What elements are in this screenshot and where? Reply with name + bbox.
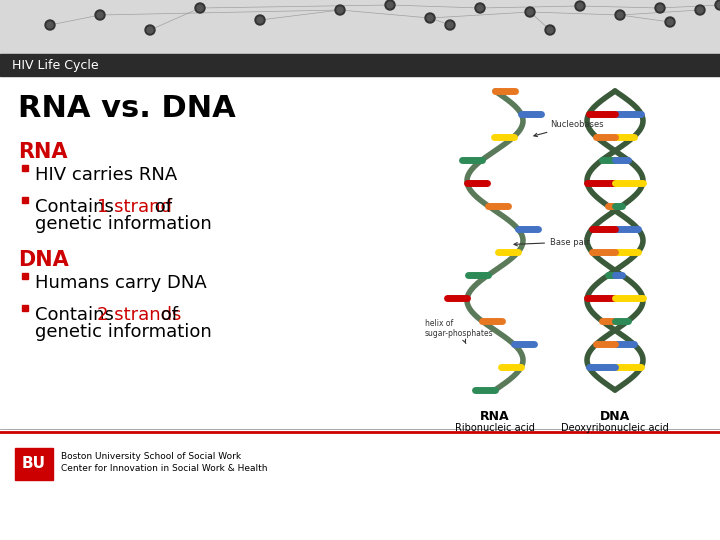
Bar bbox=[0, 54, 720, 76]
Text: 2 strands: 2 strands bbox=[97, 306, 181, 324]
Circle shape bbox=[425, 13, 435, 23]
Text: DNA: DNA bbox=[600, 410, 630, 423]
Circle shape bbox=[667, 19, 673, 25]
Text: RNA vs. DNA: RNA vs. DNA bbox=[18, 94, 235, 123]
Circle shape bbox=[445, 20, 455, 30]
Text: RNA: RNA bbox=[18, 142, 68, 162]
Circle shape bbox=[145, 25, 155, 35]
Text: Ribonucleic acid: Ribonucleic acid bbox=[455, 423, 535, 433]
Circle shape bbox=[335, 5, 345, 15]
Text: of: of bbox=[155, 306, 178, 324]
Text: HIV Life Cycle: HIV Life Cycle bbox=[12, 58, 99, 71]
Bar bbox=[22, 197, 28, 203]
Circle shape bbox=[97, 12, 103, 18]
Text: Contains: Contains bbox=[35, 306, 120, 324]
Circle shape bbox=[387, 2, 393, 8]
Circle shape bbox=[195, 3, 205, 13]
Circle shape bbox=[45, 20, 55, 30]
Circle shape bbox=[527, 9, 533, 15]
Text: Base pair: Base pair bbox=[514, 238, 590, 247]
Text: Center for Innovation in Social Work & Health: Center for Innovation in Social Work & H… bbox=[61, 464, 268, 473]
Circle shape bbox=[657, 5, 663, 11]
Text: BU: BU bbox=[22, 456, 46, 471]
Text: Humans carry DNA: Humans carry DNA bbox=[35, 274, 207, 292]
Circle shape bbox=[665, 17, 675, 27]
Text: Deoxyribonucleic acid: Deoxyribonucleic acid bbox=[561, 423, 669, 433]
Circle shape bbox=[525, 7, 535, 17]
Circle shape bbox=[617, 12, 623, 18]
Circle shape bbox=[477, 5, 483, 11]
Circle shape bbox=[147, 27, 153, 33]
Bar bbox=[0, 0, 720, 54]
Text: helix of
sugar-phosphates: helix of sugar-phosphates bbox=[425, 319, 494, 343]
Text: genetic information: genetic information bbox=[35, 215, 212, 233]
Bar bbox=[15, 448, 53, 480]
Text: RNA: RNA bbox=[480, 410, 510, 423]
Text: Nucleobases: Nucleobases bbox=[534, 120, 603, 137]
Bar bbox=[22, 273, 28, 279]
Circle shape bbox=[257, 17, 263, 23]
Circle shape bbox=[615, 10, 625, 20]
Text: HIV carries RNA: HIV carries RNA bbox=[35, 166, 177, 184]
Circle shape bbox=[427, 15, 433, 21]
Text: Boston University School of Social Work: Boston University School of Social Work bbox=[61, 452, 241, 461]
Text: 1 strand: 1 strand bbox=[97, 198, 172, 216]
Circle shape bbox=[715, 0, 720, 10]
Text: genetic information: genetic information bbox=[35, 323, 212, 341]
Circle shape bbox=[47, 22, 53, 28]
Circle shape bbox=[655, 3, 665, 13]
Circle shape bbox=[717, 2, 720, 8]
Circle shape bbox=[197, 5, 203, 11]
Text: of: of bbox=[149, 198, 172, 216]
Circle shape bbox=[385, 0, 395, 10]
Text: DNA: DNA bbox=[18, 250, 68, 270]
Circle shape bbox=[255, 15, 265, 25]
Circle shape bbox=[447, 22, 453, 28]
Circle shape bbox=[545, 25, 555, 35]
Text: Contains: Contains bbox=[35, 198, 120, 216]
Bar bbox=[22, 305, 28, 311]
Circle shape bbox=[577, 3, 583, 9]
Circle shape bbox=[547, 27, 553, 33]
Circle shape bbox=[575, 1, 585, 11]
Circle shape bbox=[695, 5, 705, 15]
Circle shape bbox=[95, 10, 105, 20]
Circle shape bbox=[475, 3, 485, 13]
Circle shape bbox=[337, 7, 343, 13]
Circle shape bbox=[697, 7, 703, 13]
Bar bbox=[22, 165, 28, 171]
